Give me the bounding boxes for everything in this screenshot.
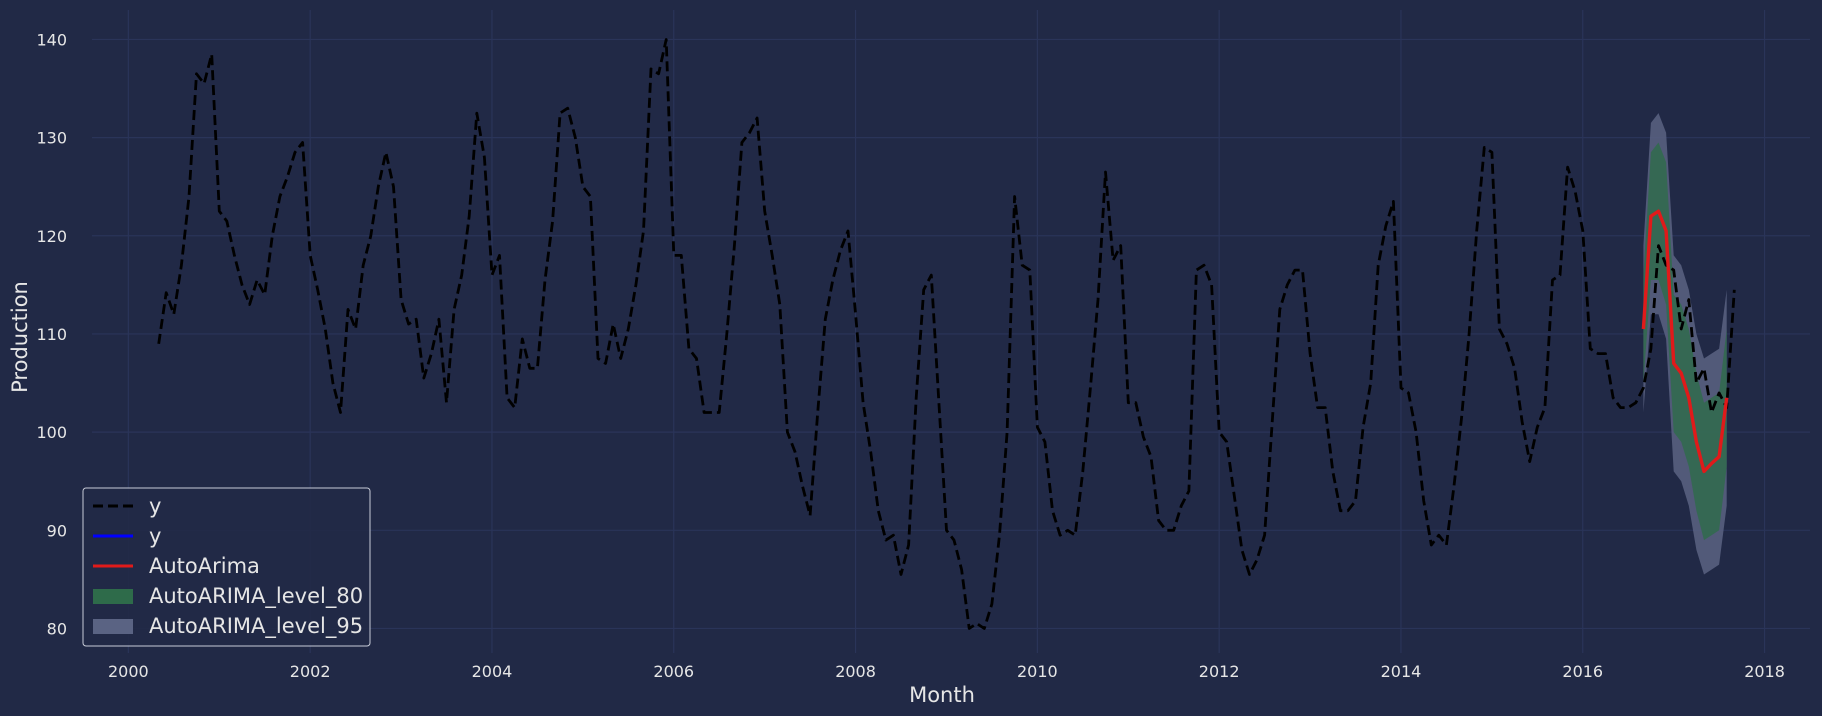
y-tick-label: 120 — [36, 227, 67, 246]
band-autoarima-level-80 — [1643, 142, 1727, 541]
x-tick-label: 2000 — [108, 662, 149, 681]
y-tick-label: 90 — [47, 521, 67, 540]
x-tick-label: 2006 — [653, 662, 694, 681]
tick-labels: 2000 2002 2004 2006 2008 2010 2012 2014 2016 2018… — [36, 30, 1784, 681]
x-axis-title: Month — [909, 683, 975, 707]
grid — [92, 10, 1810, 653]
series-line-autoarima — [1641, 209, 1729, 474]
y-tick-label: 80 — [47, 619, 67, 638]
series-lines — [157, 38, 1736, 630]
series-line-y-actual — [157, 38, 1736, 630]
legend-swatch — [93, 589, 133, 604]
y-tick-label: 110 — [36, 325, 67, 344]
legend-label: y — [149, 494, 161, 518]
x-tick-label: 2016 — [1562, 662, 1603, 681]
legend: yy AutoArima AutoARIMA_level_80 AutoARIMA_l… — [82, 487, 371, 647]
x-tick-label: 2014 — [1381, 662, 1422, 681]
legend-label: y — [149, 524, 161, 548]
x-tick-label: 2010 — [1017, 662, 1058, 681]
x-tick-label: 2012 — [1199, 662, 1240, 681]
x-tick-label: 2008 — [835, 662, 876, 681]
legend-label: AutoArima — [149, 554, 260, 578]
y-tick-label: 130 — [36, 129, 67, 148]
y-tick-label: 140 — [36, 30, 67, 49]
legend-swatch — [93, 619, 133, 634]
y-axis-title: Production — [8, 281, 32, 393]
x-tick-label: 2002 — [290, 662, 331, 681]
legend-label: AutoARIMA_level_80 — [149, 584, 363, 609]
x-tick-label: 2004 — [472, 662, 513, 681]
legend-frame — [82, 487, 371, 647]
x-tick-label: 2018 — [1744, 662, 1785, 681]
legend-label: AutoARIMA_level_95 — [149, 614, 363, 639]
y-tick-label: 100 — [36, 423, 67, 442]
